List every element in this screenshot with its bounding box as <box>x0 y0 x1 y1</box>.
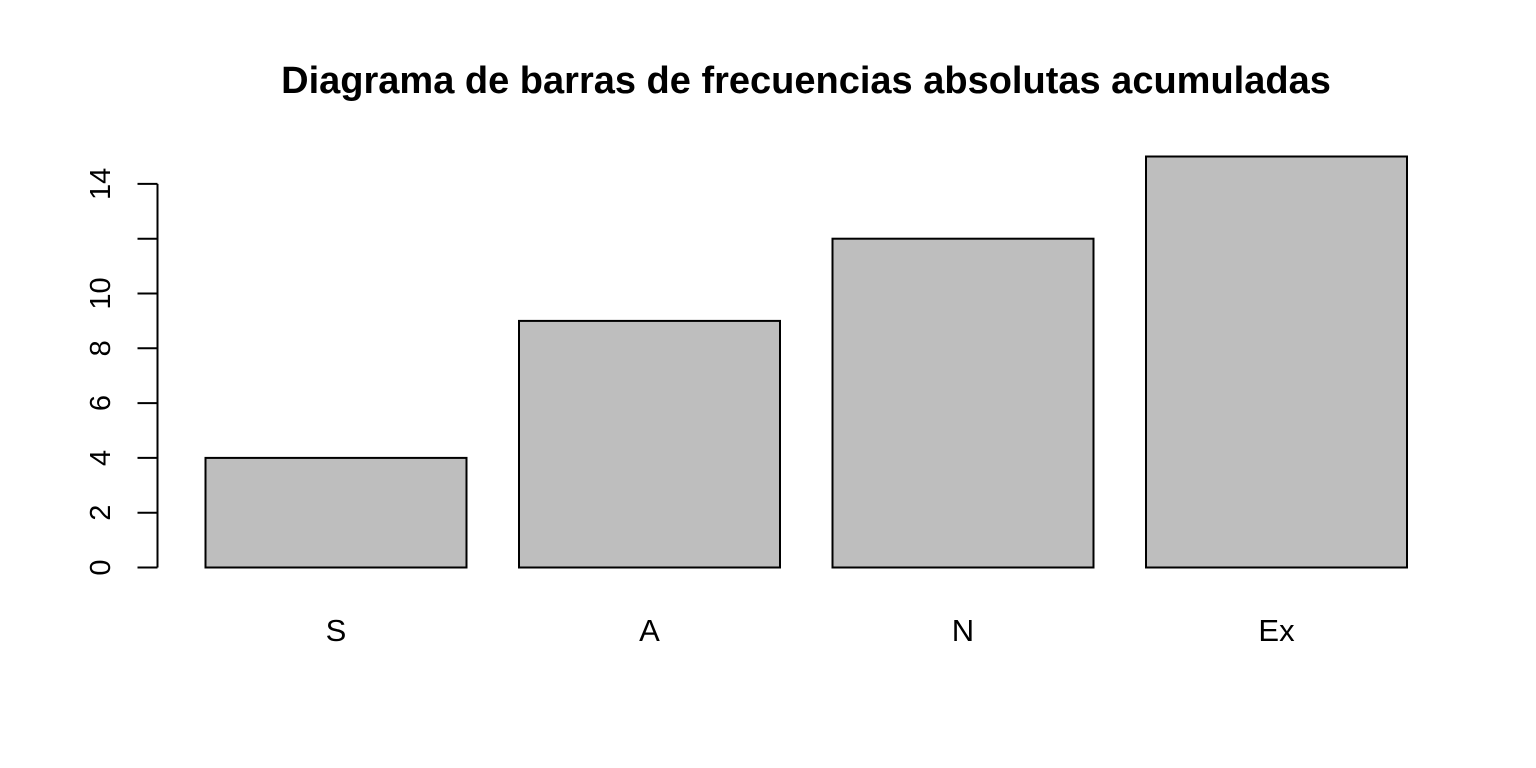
x-tick-label: S <box>326 613 347 648</box>
x-axis-labels: S A N Ex <box>326 613 1295 648</box>
y-tick-label: 8 <box>85 340 117 356</box>
x-tick-label: N <box>952 613 974 648</box>
chart-title: Diagrama de barras de frecuencias absolu… <box>281 60 1331 102</box>
bar-n <box>831 237 1095 569</box>
y-tick-label: 14 <box>85 168 117 200</box>
y-tick-label: 4 <box>85 450 117 466</box>
x-tick-label: Ex <box>1258 613 1295 648</box>
bar-a <box>518 319 781 569</box>
bar-s <box>204 456 468 569</box>
y-tick-label: 6 <box>85 395 117 411</box>
bar-ex <box>1145 155 1408 569</box>
x-tick-label: A <box>639 613 660 648</box>
y-tick-label: 10 <box>85 277 117 309</box>
bars-group <box>204 155 1408 569</box>
y-tick-label: 0 <box>85 559 117 575</box>
y-tick-label: 2 <box>85 505 117 521</box>
y-axis: 0 2 4 6 8 10 14 <box>85 168 159 576</box>
